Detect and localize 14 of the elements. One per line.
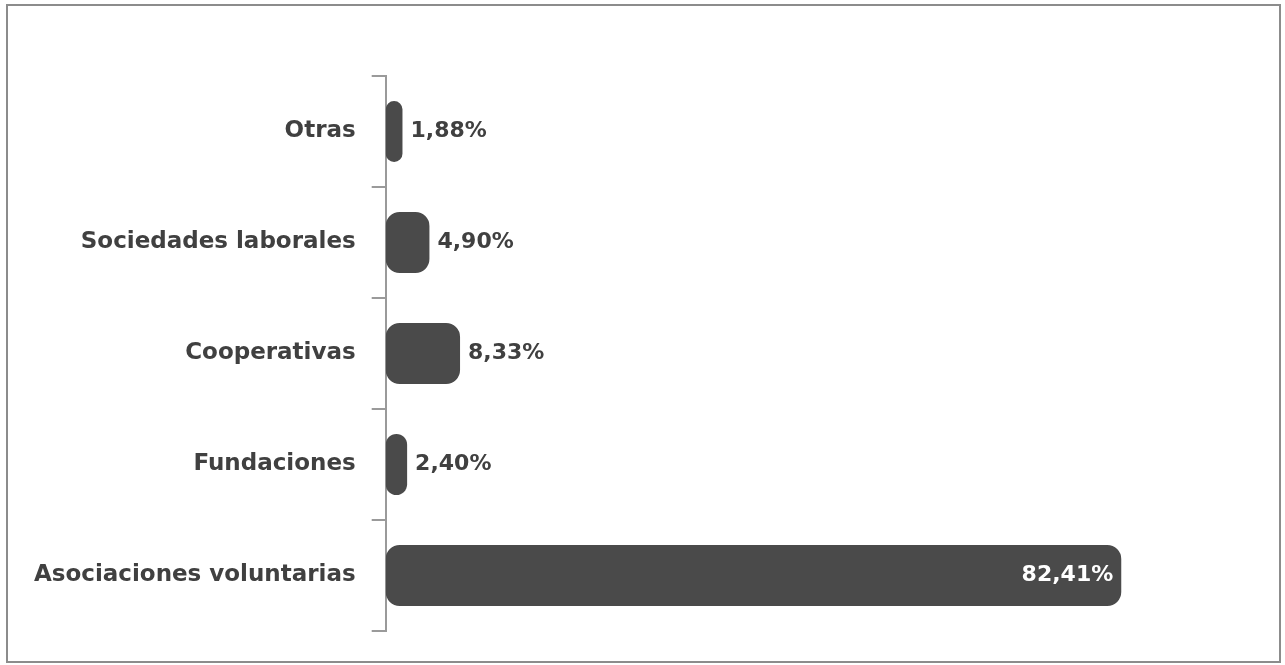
- bar: [385, 100, 403, 163]
- bar: [385, 211, 430, 274]
- bar: [385, 544, 1122, 607]
- data-label: 82,41%: [1021, 561, 1114, 587]
- y-tick-label: Cooperativas: [185, 338, 356, 365]
- data-label: 1,88%: [410, 117, 487, 143]
- y-tick-label: Asociaciones voluntarias: [33, 560, 356, 587]
- data-label: 4,90%: [437, 228, 514, 254]
- y-tick-label: Fundaciones: [193, 449, 356, 476]
- y-tick-label: Otras: [284, 116, 356, 143]
- data-label: 2,40%: [415, 450, 492, 476]
- data-label: 8,33%: [468, 339, 545, 365]
- bar: [385, 322, 461, 385]
- y-tick-label: Sociedades laborales: [80, 227, 356, 254]
